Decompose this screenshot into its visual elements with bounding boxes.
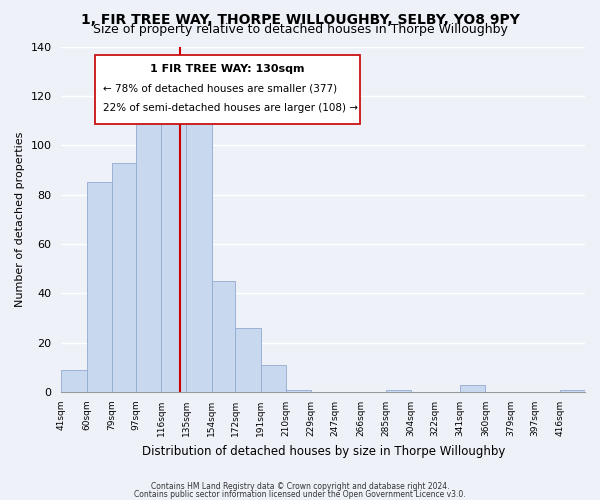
Bar: [212, 281, 235, 392]
Bar: [112, 162, 136, 392]
Bar: [136, 120, 161, 392]
X-axis label: Distribution of detached houses by size in Thorpe Willoughby: Distribution of detached houses by size …: [142, 444, 505, 458]
Bar: [460, 384, 485, 392]
Bar: [61, 370, 86, 392]
FancyBboxPatch shape: [95, 55, 360, 124]
Text: Contains public sector information licensed under the Open Government Licence v3: Contains public sector information licen…: [134, 490, 466, 499]
Bar: [286, 390, 311, 392]
Bar: [86, 182, 112, 392]
Text: ← 78% of detached houses are smaller (377): ← 78% of detached houses are smaller (37…: [103, 84, 337, 94]
Text: 1, FIR TREE WAY, THORPE WILLOUGHBY, SELBY, YO8 9PY: 1, FIR TREE WAY, THORPE WILLOUGHBY, SELB…: [80, 12, 520, 26]
Bar: [560, 390, 585, 392]
Bar: [235, 328, 261, 392]
Text: 1 FIR TREE WAY: 130sqm: 1 FIR TREE WAY: 130sqm: [151, 64, 305, 74]
Text: 22% of semi-detached houses are larger (108) →: 22% of semi-detached houses are larger (…: [103, 103, 358, 113]
Text: Size of property relative to detached houses in Thorpe Willoughby: Size of property relative to detached ho…: [92, 22, 508, 36]
Y-axis label: Number of detached properties: Number of detached properties: [15, 132, 25, 307]
Bar: [261, 365, 286, 392]
Bar: [161, 120, 187, 392]
Bar: [187, 123, 212, 392]
Text: Contains HM Land Registry data © Crown copyright and database right 2024.: Contains HM Land Registry data © Crown c…: [151, 482, 449, 491]
Bar: [386, 390, 411, 392]
